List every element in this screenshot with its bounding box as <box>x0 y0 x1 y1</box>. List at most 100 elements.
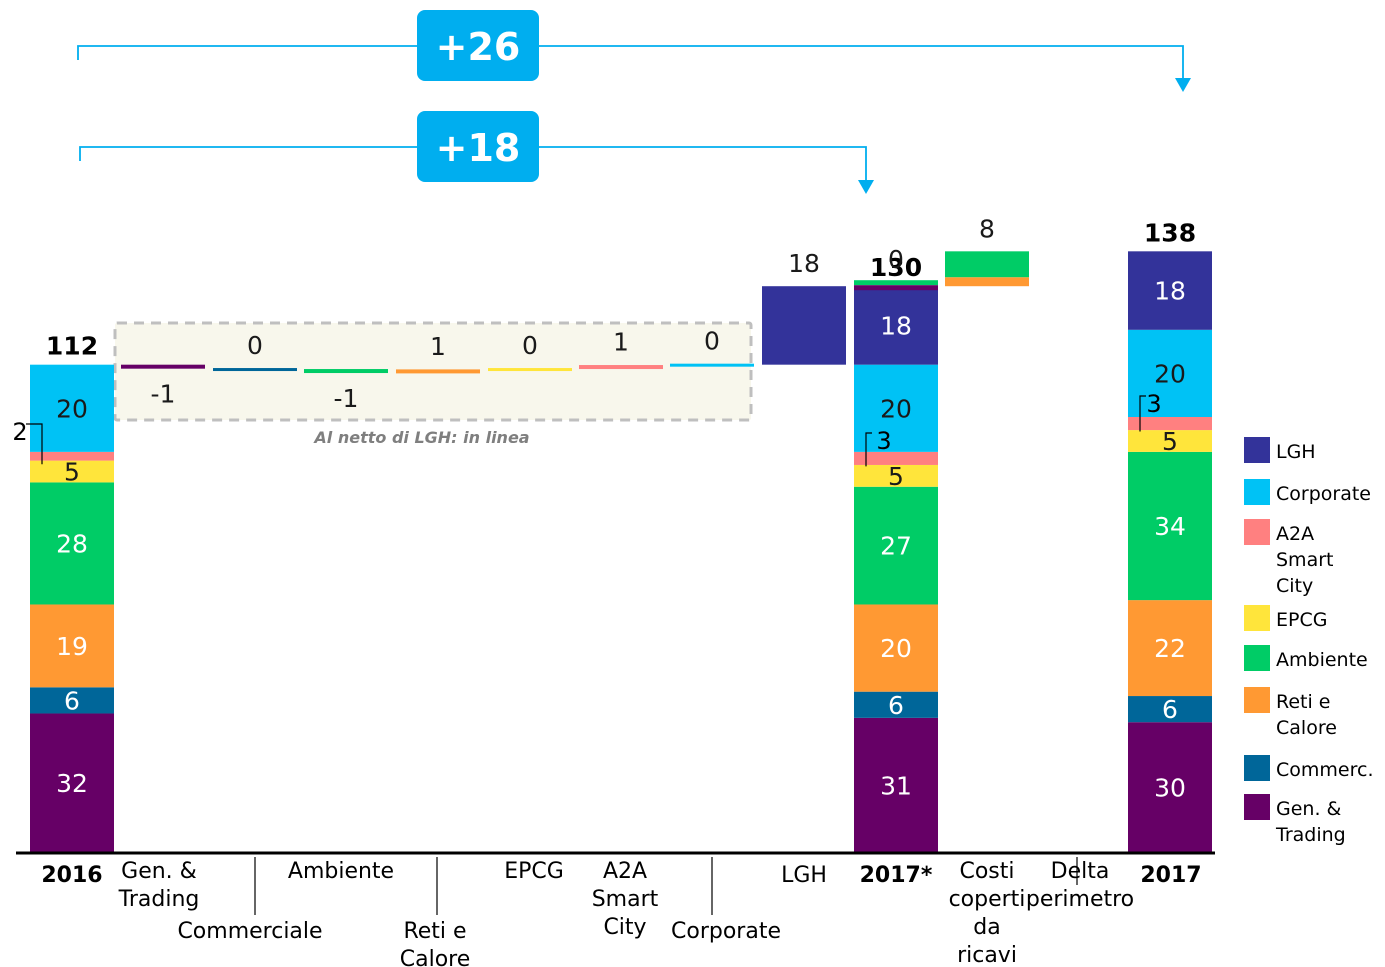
data-label-2017*-LGH: 18 <box>880 311 912 340</box>
callout-plus-26-label: +26 <box>436 25 521 69</box>
bar-segment-2017-Reti-e-Calore <box>1128 600 1212 697</box>
delta-label-EPCG: 0 <box>522 331 538 360</box>
data-label-2017-EPCG: 5 <box>1162 427 1178 456</box>
total-label-2016: 112 <box>46 332 98 361</box>
legend-swatch-Ambiente <box>1244 645 1270 671</box>
delta-bar-Gen-Trading <box>121 364 205 369</box>
bar-segment-2017-Gen-Trading <box>1128 722 1212 853</box>
category-label-7: Corporate <box>671 919 781 944</box>
callout-plus-26-bracket <box>77 45 1184 80</box>
legend-swatch-LGH <box>1244 437 1270 463</box>
delta-bar-Delta-perimetro-reti <box>945 277 1029 287</box>
data-label-2017*-Gen-Trading: 31 <box>880 771 912 800</box>
data-label-2016-Reti-e-Calore: 19 <box>56 632 88 661</box>
data-label-2017-Reti-e-Calore: 22 <box>1154 634 1186 663</box>
category-label-1: Gen. & Trading <box>118 859 200 912</box>
delta-bar-Commerciale <box>213 368 297 372</box>
data-label-2017-Ambiente: 34 <box>1154 512 1186 541</box>
delta-bar-A2A-Smart-City <box>579 365 663 370</box>
bar-segment-2017*-EPCG <box>854 464 938 487</box>
data-label-2017*-Ambiente: 27 <box>880 532 912 561</box>
delta-label-Gen-Trading: -1 <box>151 380 176 409</box>
data-label-2016-Ambiente: 28 <box>56 529 88 558</box>
total-label-2017*: 130 <box>870 253 922 282</box>
legend-label-LGH: LGH <box>1276 441 1316 463</box>
leader-line-2017* <box>865 432 872 467</box>
bar-segment-2017-EPCG <box>1128 430 1212 452</box>
total-label-2017: 138 <box>1144 218 1196 247</box>
legend-swatch-A2A-Smart-City <box>1244 519 1270 545</box>
category-label-5: EPCG <box>504 859 564 884</box>
bar-segment-2017-Corporate <box>1128 329 1212 417</box>
delta-label-Reti-e-Calore: 1 <box>430 332 446 361</box>
category-label-12: 2017 <box>1140 863 1201 888</box>
category-label-3: Ambiente <box>288 859 394 884</box>
bar-segment-2017*-Reti-e-Calore <box>854 604 938 692</box>
legend-label-Gen-Trading: Gen. & Trading <box>1275 798 1346 846</box>
bar-segment-2016-Reti-e-Calore <box>30 604 114 688</box>
delta-bar-EPCG <box>488 368 572 372</box>
category-label-9: 2017* <box>860 863 933 888</box>
bar-segment-2016-Commerc- <box>30 687 114 714</box>
bar-segment-2016-EPCG <box>30 460 114 483</box>
bar-segment-2016-A2A-Smart-City <box>30 451 114 461</box>
data-label-2016-Commerc-: 6 <box>64 686 80 715</box>
category-label-11: Delta perimetro <box>1026 859 1134 912</box>
delta-label-Commerciale: 0 <box>247 331 263 360</box>
data-label-2017-LGH: 18 <box>1154 277 1186 306</box>
netto-lgh-annotation: Al netto di LGH: in linea <box>312 428 529 447</box>
data-label-2017-Commerc-: 6 <box>1162 695 1178 724</box>
callout-plus-26-badge <box>417 10 539 81</box>
callout-plus-26-arrow <box>1175 78 1191 92</box>
data-label-2016-Gen-Trading: 32 <box>56 769 88 798</box>
data-label-2017*-Reti-e-Calore: 20 <box>880 634 912 663</box>
delta-bar-Costi-coperti-da-ricavi-ambiente <box>854 280 938 286</box>
data-label-2016-EPCG: 5 <box>64 458 80 487</box>
delta-bar-Corporate <box>670 363 754 367</box>
legend-label-EPCG: EPCG <box>1276 609 1327 631</box>
delta-bar-Reti-e-Calore <box>396 369 480 374</box>
delta-label-LGH: 18 <box>788 249 820 278</box>
data-label-2017-A2A-Smart-City: 3 <box>1146 390 1161 418</box>
legend-swatch-Commerc- <box>1244 755 1270 781</box>
data-label-2017*-Corporate: 20 <box>880 394 912 423</box>
data-label-2017*-EPCG: 5 <box>888 462 904 491</box>
legend-label-Reti-e-Calore: Reti e Calore <box>1276 691 1337 739</box>
bar-segment-2016-Gen-Trading <box>30 713 114 853</box>
delta-bar-Delta-perimetro-ambiente <box>945 251 1029 278</box>
category-label-2: Commerciale <box>177 919 322 944</box>
data-label-2017*-A2A-Smart-City: 3 <box>876 427 891 455</box>
legend-swatch-EPCG <box>1244 605 1270 631</box>
legend-label-A2A-Smart-City: A2A Smart City <box>1276 523 1333 597</box>
category-label-0: 2016 <box>41 863 102 888</box>
leader-line-2017 <box>1139 395 1146 432</box>
bar-segment-2017-Commerc- <box>1128 696 1212 723</box>
category-label-4: Reti e Calore <box>400 919 471 967</box>
bar-segment-2017*-Gen-Trading <box>854 717 938 853</box>
legend-swatch-Corporate <box>1244 479 1270 505</box>
data-label-2016-Corporate: 20 <box>56 394 88 423</box>
callout-plus-18-badge <box>417 111 539 182</box>
leader-line-2016 <box>26 423 43 465</box>
bar-segment-2017*-LGH <box>854 286 938 365</box>
category-label-8: LGH <box>781 863 827 888</box>
delta-label-Costi-coperti-da-ricavi: 0 <box>888 245 904 274</box>
delta-label-A2A-Smart-City: 1 <box>613 328 629 357</box>
data-label-2017*-Commerc-: 6 <box>888 691 904 720</box>
legend-label-Corporate: Corporate <box>1276 483 1371 505</box>
callout-plus-18-arrow <box>858 180 874 194</box>
data-label-2016-A2A-Smart-City: 2 <box>12 418 27 446</box>
bar-segment-2017*-A2A-Smart-City <box>854 451 938 465</box>
bar-segment-2017-LGH <box>1128 251 1212 330</box>
legend-label-Ambiente: Ambiente <box>1276 649 1368 671</box>
bar-segment-2017-Ambiente <box>1128 451 1212 601</box>
bar-segment-2017-A2A-Smart-City <box>1128 417 1212 431</box>
delta-bar-Ambiente <box>304 369 388 374</box>
category-label-10: Costi coperti da ricavi <box>949 859 1026 967</box>
category-label-6: A2A Smart City <box>592 859 659 940</box>
bar-segment-2017*-Commerc- <box>854 691 938 718</box>
bar-segment-2016-Corporate <box>30 364 114 452</box>
delta-bar-LGH <box>762 286 846 365</box>
data-label-2017-Corporate: 20 <box>1154 359 1186 388</box>
